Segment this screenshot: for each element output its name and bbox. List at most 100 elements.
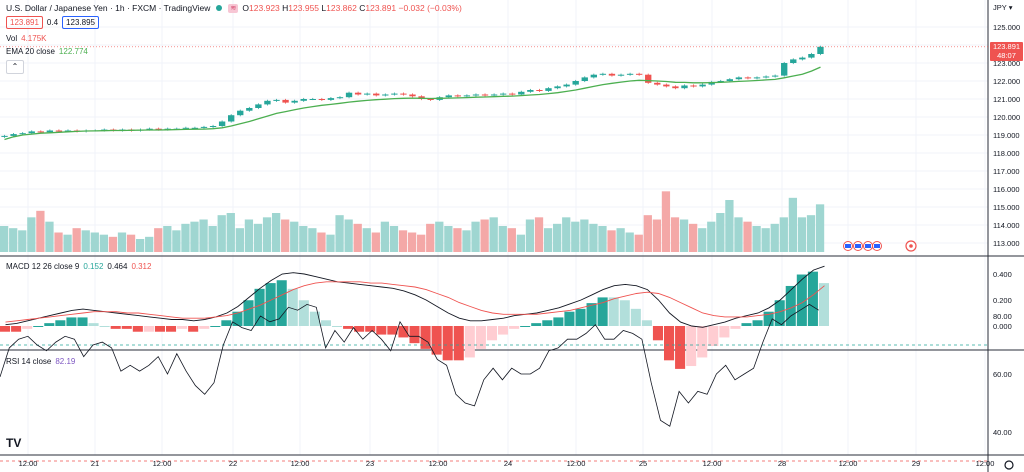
macd-histogram-bar [675,326,686,369]
chart-header: U.S. Dollar / Japanese Yen · 1h · FXCM ·… [6,3,462,13]
volume-bar [72,228,81,252]
sell-button[interactable]: 123.891 [6,16,43,29]
macd-histogram-bar [686,326,697,367]
volume-bar [625,232,634,252]
macd-histogram-bar [785,285,796,326]
macd-histogram-bar [719,326,730,338]
rsi-tick: 60.00 [993,370,1012,379]
volume-bar [99,234,108,252]
candle [246,108,253,111]
candle [336,97,344,99]
macd-histogram-bar [763,311,774,326]
price-tick: 118.000 [993,149,1020,158]
volume-bar [725,200,734,252]
macd-histogram-bar [44,323,55,326]
macd-histogram-bar [33,326,44,327]
volume-bar [444,226,453,252]
macd-histogram-bar [265,283,276,326]
macd-histogram-bar [564,311,575,326]
macd-histogram-bar [221,320,232,326]
signal-line [5,281,825,323]
ema-legend[interactable]: EMA 20 close 122.774 [6,47,88,56]
symbol-title[interactable]: U.S. Dollar / Japanese Yen · 1h · FXCM ·… [6,3,211,13]
spread-value: 0.4 [46,18,59,27]
macd-line [5,265,825,328]
macd-histogram-bar [520,326,531,327]
volume-bar [616,228,625,252]
rsi-legend[interactable]: RSI 14 close 82.19 [6,357,76,366]
candle [391,93,398,95]
candle [28,131,35,134]
volume-bar [743,221,752,252]
macd-histogram-bar [486,326,497,341]
volume-bar [507,228,516,252]
buy-button[interactable]: 123.895 [62,16,99,29]
macd-histogram-bar [796,274,807,326]
volume-bar [716,213,725,252]
event-flag-icon [845,244,851,248]
candle [400,93,407,95]
macd-histogram-bar [254,288,265,326]
candle [581,77,588,81]
macd-histogram-bar [309,311,320,326]
volume-bar [235,228,244,252]
candle [726,79,733,81]
volume-bar [226,213,235,252]
time-tick: 12:00 [703,459,722,468]
candle [654,82,661,85]
macd-histogram-bar [420,326,431,349]
volume-bar [815,204,825,252]
volume-bar [389,226,399,252]
compare-icon[interactable]: ≋ [228,3,239,13]
price-tick: 120.000 [993,113,1020,122]
macd-legend[interactable]: MACD 12 26 close 9 0.152 0.464 0.312 [6,262,152,271]
candle [237,110,244,116]
macd-histogram-bar [11,326,22,332]
candle [200,126,208,128]
volume-bar [661,191,671,252]
volume-legend[interactable]: Vol 4.175K [6,34,47,43]
volume-bar [498,226,507,252]
volume-bar [54,232,63,252]
macd-histogram-bar [664,326,675,361]
tradingview-logo[interactable]: TV [6,436,22,450]
volume-bar [562,217,571,252]
volume-bar [652,219,662,252]
volume-bar [643,215,652,252]
macd-histogram-bar [121,326,132,329]
time-tick: 24 [504,459,512,468]
volume-bar [244,219,254,252]
currency-label[interactable]: JPY ▾ [993,3,1013,12]
volume-bar [516,234,526,252]
macd-histogram-bar [475,326,486,349]
macd-histogram-bar [166,326,177,332]
time-tick: 25 [639,459,647,468]
candle [572,81,579,85]
time-tick: 12:00 [567,459,586,468]
volume-bar [45,221,54,252]
volume-bar [262,217,272,252]
candle [699,84,706,87]
macd-histogram-bar [453,326,464,361]
macd-histogram-bar [542,320,553,326]
macd-histogram-bar [509,326,520,329]
candle [481,94,489,96]
volume-bar [108,236,118,252]
volume-bar [172,230,181,252]
volume-bar [761,228,770,252]
time-tick: 12:00 [429,459,448,468]
volume-bar [398,230,408,252]
volume-bar [407,232,417,252]
collapse-legend-button[interactable]: ⌃ [6,60,24,74]
candle [717,81,724,82]
price-tick: 116.000 [993,185,1020,194]
macd-histogram-bar [287,288,298,326]
price-tick: 123.000 [993,59,1020,68]
candle [345,92,353,98]
candle [635,73,643,75]
volume-bar [779,217,788,252]
candle [590,74,597,78]
candle [209,126,217,127]
macd-histogram-bar [210,326,221,327]
